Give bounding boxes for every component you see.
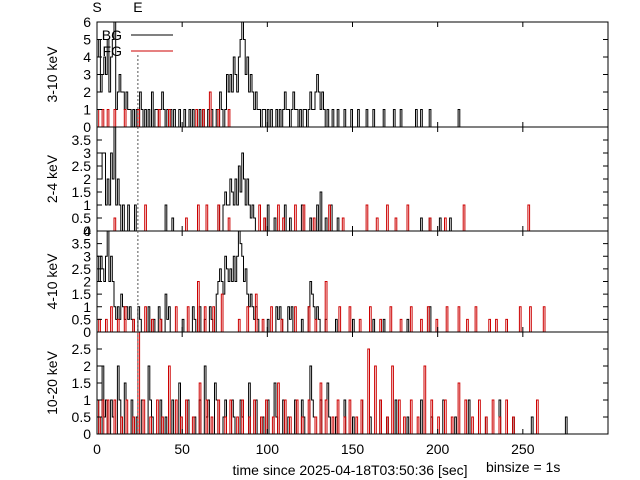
y-tick-label: 0 [83,223,91,239]
y-tick-label: 2.5 [72,261,92,277]
y-axis-label: 3-10 keV [44,46,60,103]
y-tick-label: 2 [83,274,91,290]
x-tick-label: 50 [174,441,190,457]
y-tick-label: 2 [83,84,91,100]
y-tick-label: 3 [83,145,91,161]
x-tick-label: 100 [256,441,280,457]
binsize-label: binsize = 1s [486,459,560,475]
y-tick-label: 3 [83,67,91,83]
series-bg-line [97,126,608,232]
y-tick-label: 1 [83,299,91,315]
y-tick-label: 6 [83,14,91,30]
y-tick-label: 4 [83,223,91,239]
legend-label-bg: BG [102,27,122,43]
marker-label-e: E [133,0,142,15]
x-tick-label: 0 [93,441,101,457]
y-tick-label: 1.5 [72,286,92,302]
panel-2: 00.511.522.533.5 2-4 keV [44,126,609,239]
y-tick-label: 2.5 [72,341,92,357]
y-axis-label: 4-10 keV [44,253,60,310]
y-tick-label: 1 [83,102,91,118]
y-tick-label: 2.5 [72,158,92,174]
legend-label-fg: FG [103,43,122,59]
x-tick-label: 150 [341,441,365,457]
series-bg-line [97,365,608,435]
y-tick-label: 0 [83,119,91,135]
y-tick-label: 1.5 [72,184,92,200]
y-tick-label: 2 [83,171,91,187]
y-tick-label: 0 [83,324,91,340]
y-tick-label: 1 [83,392,91,408]
series-bg-line [97,230,608,333]
y-tick-label: 3 [83,248,91,264]
marker-label-s: S [92,0,101,15]
series-fg-line [97,331,608,435]
y-tick-label: 0.5 [72,210,92,226]
y-axis-label: 10-20 keV [44,350,60,414]
y-tick-label: 0.5 [72,409,92,425]
y-tick-label: 1 [83,197,91,213]
panel-3: 00.511.522.533.544-10 keV [44,223,609,340]
x-tick-label: 200 [426,441,450,457]
y-tick-label: 0.5 [72,311,92,327]
x-axis-label: time since 2025-04-18T03:50:36 [sec] [232,462,467,478]
y-tick-label: 0 [83,426,91,442]
y-tick-label: 1.5 [72,375,92,391]
y-axis-label: 2-4 keV [44,154,60,203]
y-tick-label: 3.5 [72,132,92,148]
x-axis: 0 50 100 150 200 250 [93,441,535,457]
y-tick-label: 5 [83,32,91,48]
y-tick-label: 3.5 [72,236,92,252]
series-bg-line [97,21,608,128]
y-tick-label: 4 [83,49,91,65]
panel-frame [96,126,609,232]
y-tick-label: 2 [83,358,91,374]
panel-4: 00.511.522.5 10-20 keV [44,331,609,442]
x-tick-label: 250 [511,441,535,457]
